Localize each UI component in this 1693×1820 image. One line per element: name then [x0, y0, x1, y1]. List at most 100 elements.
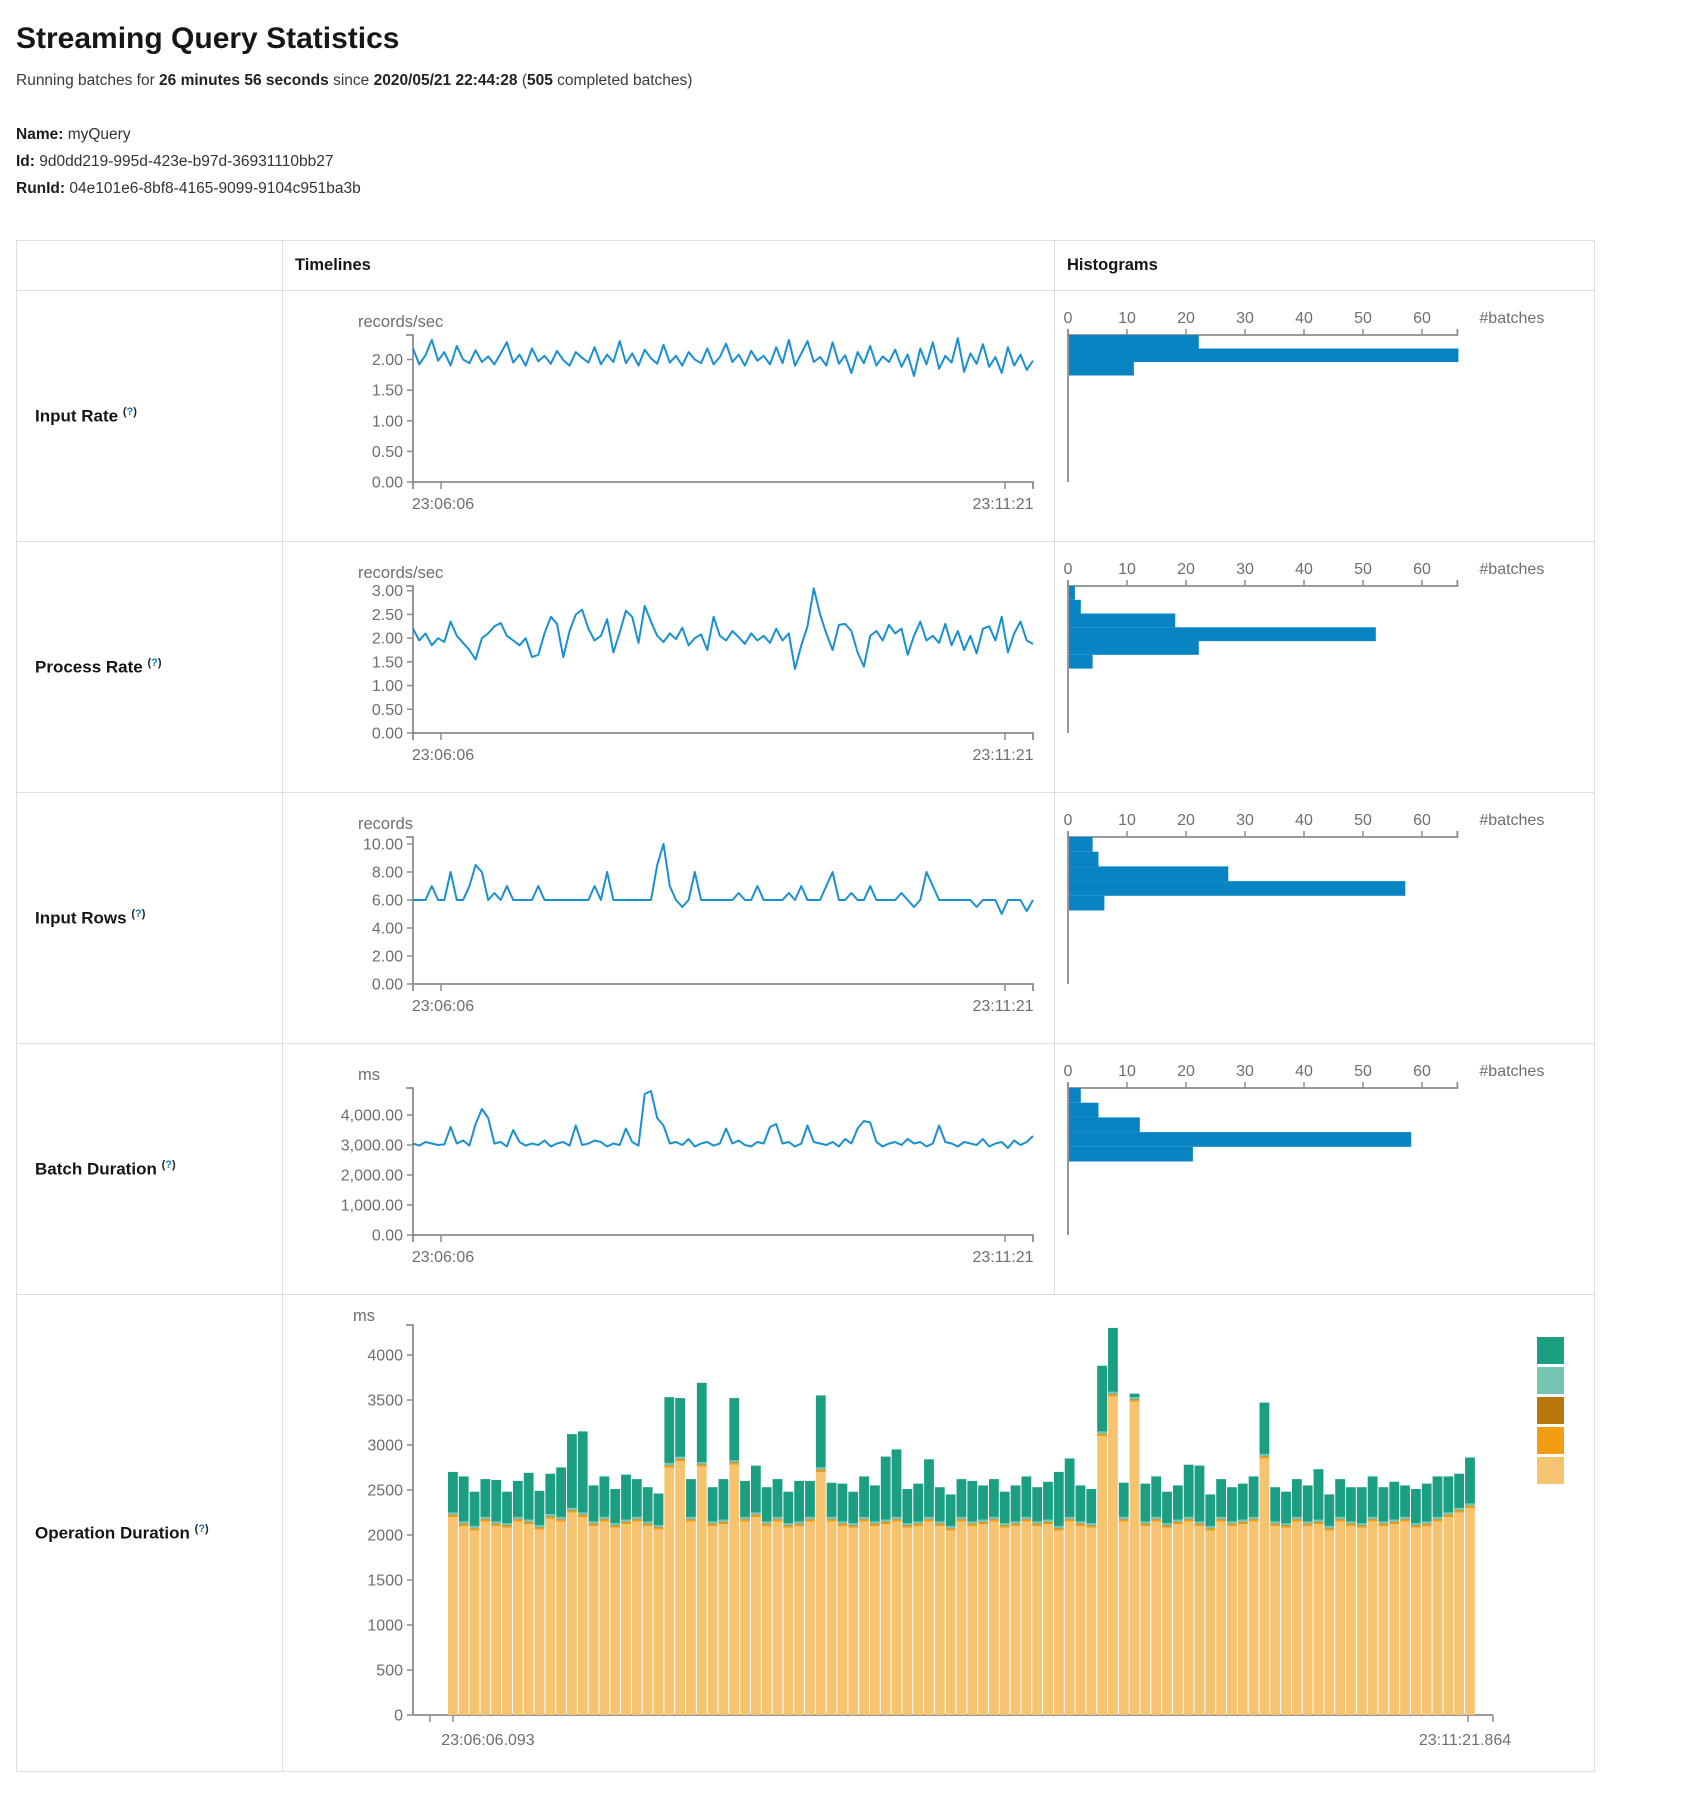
svg-text:ms: ms [358, 1066, 380, 1084]
input-rate-timeline-cell: records/sec 2.00 1.50 1.00 0.50 0.00 23:06:06 2… [282, 290, 1055, 542]
table-row-batch-duration: Batch Duration (?) ms 4,000.00 3,000.00 2,0… [16, 1043, 1595, 1295]
svg-text:records/sec: records/sec [358, 564, 443, 582]
svg-text:2,000.00: 2,000.00 [341, 1168, 403, 1185]
svg-text:6.00: 6.00 [372, 893, 403, 910]
help-icon[interactable]: (?) [147, 656, 162, 669]
running-batches-summary: Running batches for 26 minutes 56 second… [16, 72, 693, 89]
svg-text:60: 60 [1413, 561, 1431, 578]
svg-text:23:11:21: 23:11:21 [972, 1249, 1033, 1266]
svg-text:23:11:21: 23:11:21 [972, 747, 1033, 764]
svg-text:0: 0 [1064, 812, 1073, 829]
help-icon[interactable]: (?) [161, 1158, 176, 1171]
svg-text:23:11:21: 23:11:21 [972, 496, 1033, 513]
svg-text:40: 40 [1295, 310, 1313, 327]
svg-text:23:06:06: 23:06:06 [412, 1249, 474, 1266]
svg-text:3500: 3500 [367, 1393, 403, 1410]
batch-duration-histogram-chart: 0 10 20 30 40 50 60 #batches [1064, 1063, 1544, 1235]
row-label-process-rate: Process Rate (?) [16, 541, 283, 793]
query-runid-line: RunId: 04e101e6-8bf8-4165-9099-9104c951b… [16, 180, 361, 197]
row-label-batch-duration: Batch Duration (?) [16, 1043, 283, 1295]
process-rate-histogram-cell: 0 10 20 30 40 50 60 #batches [1054, 541, 1595, 793]
query-id-line: Id: 9d0dd219-995d-423e-b97d-36931110bb27 [16, 153, 334, 170]
legend-swatch-0 [1537, 1337, 1564, 1364]
row-label-input-rate: Input Rate (?) [16, 290, 283, 542]
svg-text:60: 60 [1413, 812, 1431, 829]
legend-swatch-3 [1537, 1427, 1564, 1454]
query-runid-value: 04e101e6-8bf8-4165-9099-9104c951ba3b [69, 180, 361, 197]
svg-text:30: 30 [1236, 561, 1254, 578]
svg-text:2.00: 2.00 [372, 949, 403, 966]
svg-text:1,000.00: 1,000.00 [341, 1198, 403, 1215]
table-row-operation-duration: Operation Duration (?) ms 4000 3500 3000 250… [16, 1294, 1595, 1772]
svg-text:10: 10 [1118, 1063, 1136, 1080]
column-header-histograms: Histograms [1054, 240, 1595, 291]
help-icon[interactable]: (?) [131, 907, 146, 920]
svg-text:3.00: 3.00 [372, 583, 403, 600]
page-title: Streaming Query Statistics [16, 22, 400, 55]
svg-text:4.00: 4.00 [372, 921, 403, 938]
input-rows-timeline-cell: records 10.00 8.00 6.00 4.00 2.00 0.00 23:06:06… [282, 792, 1055, 1044]
table-row-input-rows: Input Rows (?) records 10.00 8.00 6.00 4.00 2… [16, 792, 1595, 1044]
svg-text:0.50: 0.50 [372, 444, 403, 461]
query-metadata: Name: myQuery Id: 9d0dd219-995d-423e-b97… [16, 126, 1677, 198]
query-name-value: myQuery [67, 126, 131, 143]
legend-swatch-1 [1537, 1367, 1564, 1394]
batch-duration-histogram-cell: 0 10 20 30 40 50 60 #batches [1054, 1043, 1595, 1295]
help-icon[interactable]: (?) [122, 405, 137, 418]
svg-text:50: 50 [1354, 310, 1372, 327]
svg-text:0.50: 0.50 [372, 702, 403, 719]
svg-text:#batches: #batches [1479, 561, 1544, 578]
svg-text:60: 60 [1413, 1063, 1431, 1080]
svg-text:40: 40 [1295, 561, 1313, 578]
input-rate-histogram-cell: 0 10 20 30 40 50 60 #batches [1054, 290, 1595, 542]
table-header-row: Timelines Histograms [16, 240, 1595, 291]
svg-text:2000: 2000 [367, 1528, 403, 1545]
svg-text:#batches: #batches [1479, 1063, 1544, 1080]
column-header-timelines: Timelines [282, 240, 1055, 291]
svg-text:40: 40 [1295, 812, 1313, 829]
svg-text:0: 0 [1064, 310, 1073, 327]
svg-text:23:06:06: 23:06:06 [412, 998, 474, 1015]
statistics-table: Timelines Histograms Input Rate (?) reco… [16, 240, 1595, 1772]
svg-text:0: 0 [394, 1708, 403, 1725]
legend-swatch-4 [1537, 1457, 1564, 1484]
svg-text:2500: 2500 [367, 1483, 403, 1500]
svg-text:23:11:21.864: 23:11:21.864 [1419, 1732, 1511, 1749]
input-rate-histogram-chart: 0 10 20 30 40 50 60 #batches [1064, 310, 1544, 482]
svg-text:ms: ms [353, 1307, 375, 1325]
batch-duration-timeline-cell: ms 4,000.00 3,000.00 2,000.00 1,000.00 0.00 23… [282, 1043, 1055, 1295]
svg-text:50: 50 [1354, 561, 1372, 578]
svg-text:3000: 3000 [367, 1438, 403, 1455]
svg-text:20: 20 [1177, 561, 1195, 578]
svg-text:20: 20 [1177, 1063, 1195, 1080]
svg-text:23:06:06: 23:06:06 [412, 747, 474, 764]
svg-text:1.00: 1.00 [372, 413, 403, 430]
completed-batches-count: 505 [526, 72, 553, 89]
row-label-input-rows: Input Rows (?) [16, 792, 283, 1044]
svg-text:3,000.00: 3,000.00 [341, 1138, 403, 1155]
svg-text:500: 500 [376, 1663, 403, 1680]
batch-duration-timeline-chart: ms 4,000.00 3,000.00 2,000.00 1,000.00 0.00 23… [341, 1066, 1034, 1266]
legend-swatch-2 [1537, 1397, 1564, 1424]
svg-text:50: 50 [1354, 1063, 1372, 1080]
svg-text:23:06:06.093: 23:06:06.093 [441, 1732, 535, 1749]
svg-text:30: 30 [1236, 812, 1254, 829]
help-icon[interactable]: (?) [194, 1522, 209, 1535]
svg-text:30: 30 [1236, 310, 1254, 327]
table-row-input-rate: Input Rate (?) records/sec 2.00 1.50 1.00 0.… [16, 290, 1595, 542]
svg-text:2.00: 2.00 [372, 631, 403, 648]
svg-text:records: records [358, 815, 413, 833]
operation-duration-legend [1537, 1337, 1564, 1487]
svg-text:10: 10 [1118, 561, 1136, 578]
process-rate-histogram-chart: 0 10 20 30 40 50 60 #batches [1064, 561, 1544, 733]
svg-text:23:06:06: 23:06:06 [412, 496, 474, 513]
svg-text:4,000.00: 4,000.00 [341, 1108, 403, 1125]
svg-text:1500: 1500 [367, 1573, 403, 1590]
svg-text:0.00: 0.00 [372, 726, 403, 743]
svg-text:0: 0 [1064, 561, 1073, 578]
running-duration: 26 minutes 56 seconds [159, 72, 329, 89]
query-id-value: 9d0dd219-995d-423e-b97d-36931110bb27 [39, 153, 334, 170]
svg-text:0: 0 [1064, 1063, 1073, 1080]
svg-text:records/sec: records/sec [358, 313, 443, 331]
